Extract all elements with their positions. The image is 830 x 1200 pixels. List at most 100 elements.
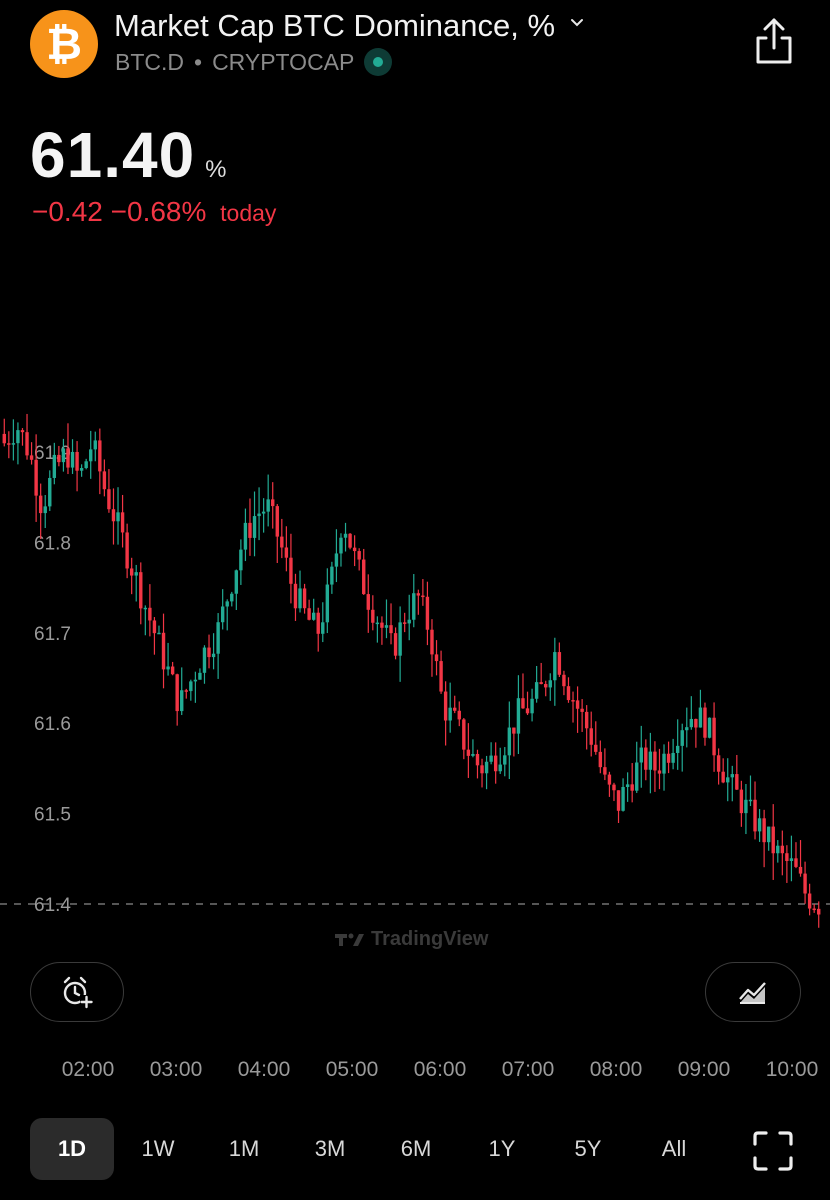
candle-body — [207, 647, 211, 658]
candle-body — [630, 784, 634, 791]
candle-body — [225, 601, 229, 607]
chart-type-button[interactable] — [705, 962, 801, 1022]
candle-body — [48, 477, 52, 507]
range-1m-button[interactable]: 1M — [228, 1136, 260, 1161]
change-value: −0.42 — [32, 196, 103, 227]
candle-body — [111, 509, 116, 522]
candle-body — [484, 761, 489, 774]
time-tick: 02:00 — [61, 1058, 115, 1081]
price-display: 61.40% — [30, 118, 227, 192]
add-alert-icon — [63, 976, 93, 1009]
candle-body — [234, 570, 239, 594]
y-axis-tick: 61.4 — [34, 895, 71, 916]
ticker-symbol: BTC.D — [115, 48, 184, 75]
range-1d-button[interactable]: 1D — [30, 1118, 114, 1180]
candle-body — [616, 790, 621, 811]
y-axis-tick: 61.8 — [34, 533, 71, 554]
candle-body — [334, 553, 339, 567]
time-tick: 05:00 — [325, 1058, 379, 1081]
candle-body — [402, 622, 407, 624]
candle-body — [666, 753, 671, 763]
candle-body — [803, 873, 807, 894]
candle-body — [389, 625, 393, 634]
candle-body — [612, 784, 616, 791]
candle-body — [298, 588, 302, 609]
candle-body — [530, 698, 534, 714]
candle-body — [330, 566, 334, 585]
time-tick: 06:00 — [413, 1058, 467, 1081]
time-tick: 03:00 — [149, 1058, 203, 1081]
candle-body — [689, 718, 694, 728]
candle-body — [726, 777, 730, 783]
candle-body — [493, 755, 498, 772]
exchange-name: CRYPTOCAP — [212, 48, 355, 75]
candle-body — [780, 845, 785, 854]
candle-body — [557, 652, 562, 675]
separator: • — [194, 48, 203, 75]
candle-body — [38, 495, 43, 514]
candle-body — [20, 430, 25, 433]
candle-body — [471, 753, 475, 756]
range-6m-button[interactable]: 6M — [400, 1136, 432, 1161]
candle-body — [93, 440, 97, 450]
time-tick: 08:00 — [589, 1058, 643, 1081]
candle-body — [430, 629, 434, 655]
candle-body — [525, 708, 530, 714]
candle-body — [139, 572, 143, 609]
candle-body — [57, 454, 61, 463]
candle-body — [812, 908, 816, 911]
candle-body — [498, 764, 502, 772]
time-tick: 10:00 — [765, 1058, 819, 1081]
candle-body — [343, 533, 348, 538]
candle-body — [180, 690, 184, 712]
candle-body — [107, 489, 111, 510]
candle-body — [566, 686, 571, 701]
candle-body — [534, 682, 539, 699]
range-5y-button[interactable]: 5Y — [574, 1136, 602, 1161]
candle-body — [198, 672, 202, 680]
candle-body — [539, 682, 543, 685]
range-all-button[interactable]: All — [661, 1136, 687, 1161]
candle-body — [293, 583, 298, 609]
add-alert-button[interactable] — [30, 962, 124, 1022]
candle-body — [817, 908, 821, 915]
candle-body — [307, 608, 311, 620]
candle-body — [653, 751, 657, 771]
candle-body — [116, 512, 120, 522]
range-1y-button[interactable]: 1Y — [488, 1136, 516, 1161]
chevron-down-icon[interactable] — [570, 16, 584, 30]
candle-body — [571, 700, 575, 702]
candle-body — [553, 652, 557, 681]
tradingview-logo-icon — [335, 933, 364, 946]
symbol-title[interactable]: Market Cap BTC Dominance, % — [114, 8, 584, 44]
candle-body — [252, 516, 257, 538]
range-1w-button[interactable]: 1W — [141, 1136, 175, 1161]
candle-body — [644, 747, 648, 770]
candle-body — [466, 749, 471, 756]
candle-body — [434, 654, 439, 662]
share-icon[interactable] — [752, 16, 796, 66]
candle-body — [475, 753, 480, 766]
candle-body — [243, 522, 248, 550]
candle-body — [193, 679, 198, 682]
candle-body — [580, 708, 584, 712]
candle-body — [366, 594, 370, 610]
candle-body — [75, 451, 79, 471]
candle-body — [607, 774, 612, 785]
candle-body — [352, 547, 357, 552]
fullscreen-icon[interactable] — [752, 1130, 794, 1172]
range-3m-button[interactable]: 3M — [314, 1136, 346, 1161]
candle-body — [230, 593, 234, 602]
candle-body — [703, 707, 707, 738]
candle-body — [716, 755, 721, 772]
time-tick: 04:00 — [237, 1058, 291, 1081]
candle-body — [375, 622, 380, 625]
candle-body — [120, 512, 125, 533]
time-tick: 07:00 — [501, 1058, 555, 1081]
candle-body — [621, 786, 625, 811]
candle-body — [675, 745, 680, 753]
price-chart[interactable]: 61.9 61.8 61.7 61.6 61.5 61.4 — [0, 380, 830, 940]
candle-body — [639, 747, 643, 763]
candle-body — [25, 432, 29, 456]
candle-body — [202, 647, 207, 673]
